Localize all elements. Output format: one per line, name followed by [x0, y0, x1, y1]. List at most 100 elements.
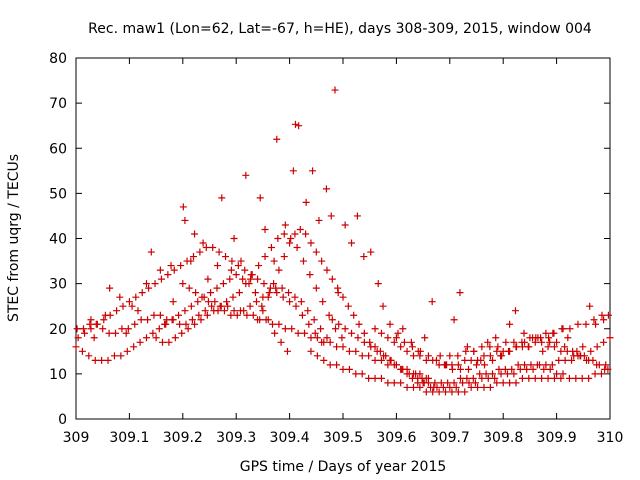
data-point [117, 352, 125, 360]
data-point [367, 343, 375, 351]
data-point [392, 361, 400, 369]
data-point [169, 316, 177, 324]
data-point [365, 352, 373, 360]
data-point [506, 320, 514, 328]
data-point [341, 221, 349, 229]
data-point [538, 338, 546, 346]
data-point [585, 356, 593, 364]
data-point [326, 361, 334, 369]
data-point [247, 275, 255, 283]
data-point [408, 343, 416, 351]
data-point [355, 320, 363, 328]
data-point [307, 334, 315, 342]
data-point [288, 325, 296, 333]
data-point [465, 379, 473, 387]
data-point [229, 293, 237, 301]
data-point [151, 280, 159, 288]
data-point [306, 271, 314, 279]
data-point [258, 302, 266, 310]
data-point [339, 343, 347, 351]
data-point [450, 316, 458, 324]
data-point [256, 194, 264, 202]
data-point [187, 257, 195, 265]
data-point [493, 347, 501, 355]
data-point [501, 365, 509, 373]
data-point [489, 356, 497, 364]
data-point [271, 329, 279, 337]
data-point [246, 302, 254, 310]
data-point [220, 307, 228, 315]
data-point [526, 334, 534, 342]
data-point [386, 320, 394, 328]
data-point [459, 379, 467, 387]
data-point [480, 383, 488, 391]
data-point [90, 334, 98, 342]
data-point [414, 379, 422, 387]
data-point [100, 316, 108, 324]
data-point [331, 86, 339, 94]
data-point [136, 338, 144, 346]
data-point [489, 370, 497, 378]
data-point [553, 370, 561, 378]
data-point [454, 388, 462, 396]
data-point [302, 198, 310, 206]
data-point [170, 266, 178, 274]
data-point [448, 365, 456, 373]
data-point [433, 383, 441, 391]
data-point [169, 298, 177, 306]
data-point [270, 280, 278, 288]
x-tick-label: 309.7 [430, 430, 470, 446]
data-point [601, 365, 609, 373]
data-point [241, 266, 249, 274]
data-point [379, 302, 387, 310]
chart-title: Rec. maw1 (Lon=62, Lat=-67, h=HE), days … [88, 21, 592, 37]
data-point [304, 307, 312, 315]
data-point [191, 230, 199, 238]
data-point [538, 374, 546, 382]
data-point [285, 289, 293, 297]
data-point [559, 325, 567, 333]
data-point [145, 284, 153, 292]
data-point [87, 316, 95, 324]
data-point [328, 316, 336, 324]
data-point [327, 212, 335, 220]
data-point [208, 302, 216, 310]
data-point [467, 356, 475, 364]
data-point [309, 167, 317, 175]
data-point [518, 338, 526, 346]
data-point [161, 320, 169, 328]
data-point [110, 352, 118, 360]
data-point [217, 302, 225, 310]
data-point [156, 311, 164, 319]
data-point [149, 329, 157, 337]
data-point [297, 298, 305, 306]
data-point [559, 370, 567, 378]
data-point [132, 293, 140, 301]
data-point [443, 361, 451, 369]
data-point [333, 361, 341, 369]
data-point [323, 334, 331, 342]
data-point [322, 185, 330, 193]
x-tick-label: 309.1 [109, 430, 149, 446]
data-point [113, 307, 121, 315]
data-point [230, 235, 238, 242]
data-point [333, 343, 341, 351]
y-tick-labels: 0 10 20 30 40 50 60 70 80 [49, 51, 67, 428]
data-point [124, 325, 132, 333]
y-tick-label: 70 [49, 96, 67, 112]
data-point [198, 293, 206, 301]
data-point [87, 325, 95, 333]
data-point [313, 352, 321, 360]
data-point [358, 352, 366, 360]
data-point [286, 298, 294, 306]
data-point [456, 365, 464, 373]
data-point [431, 379, 439, 387]
data-point [482, 370, 490, 378]
data-point [403, 347, 411, 355]
data-point [341, 325, 349, 333]
data-point [157, 275, 165, 283]
data-point [568, 356, 576, 364]
data-point [409, 383, 417, 391]
data-point [339, 365, 347, 373]
data-point [456, 374, 464, 382]
